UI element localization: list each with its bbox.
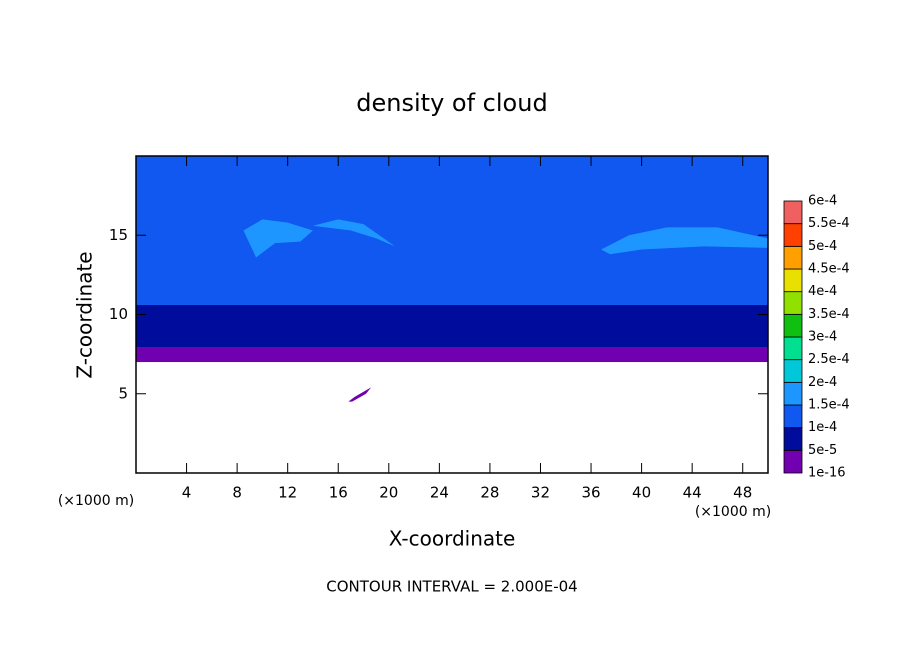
- colorbar-box: [783, 291, 803, 315]
- x-tick-label: 40: [632, 484, 651, 502]
- x-tick-label: 20: [379, 484, 398, 502]
- y-axis-title: Z-coordinate: [73, 251, 97, 378]
- y-unit: (×1000 m): [58, 493, 134, 509]
- colorbar-label: 1e-16: [808, 466, 846, 481]
- x-tick-label: 48: [733, 484, 752, 502]
- colorbar-box: [783, 313, 803, 338]
- contour-patch: [601, 227, 768, 255]
- contour-patch: [312, 219, 396, 247]
- y-tick-label: 15: [109, 226, 128, 244]
- colorbar-box: [783, 381, 803, 406]
- x-tick-label: 12: [278, 484, 297, 502]
- x-tick-label: 4: [182, 484, 192, 502]
- x-tick-label: 24: [430, 484, 449, 502]
- colorbar-label: 1.5e-4: [808, 398, 850, 413]
- x-tick-label: 16: [329, 484, 348, 502]
- contour-patch: [243, 219, 313, 258]
- x-tick-label: 8: [232, 484, 242, 502]
- colorbar-box: [783, 449, 803, 474]
- colorbar-box: [783, 404, 803, 429]
- colorbar-box: [783, 200, 803, 225]
- contour-band: [136, 347, 768, 363]
- colorbar-label: 4e-4: [808, 284, 837, 299]
- footer: CONTOUR INTERVAL = 2.000E-04: [326, 578, 577, 596]
- colorbar-label: 2e-4: [808, 375, 837, 390]
- contour-patch: [348, 381, 377, 402]
- colorbar-label: 3.5e-4: [808, 307, 850, 322]
- contour-band: [136, 304, 768, 348]
- colorbar-label: 6e-4: [808, 194, 837, 209]
- x-tick-label: 28: [480, 484, 499, 502]
- colorbar-box: [783, 336, 803, 361]
- colorbar-label: 2.5e-4: [808, 352, 850, 367]
- colorbar-label: 5e-4: [808, 239, 837, 254]
- x-tick-label: 32: [531, 484, 550, 502]
- colorbar-box: [783, 268, 803, 293]
- colorbar-label: 4.5e-4: [808, 262, 850, 277]
- colorbar-box: [783, 223, 803, 247]
- x-unit: (×1000 m): [695, 504, 771, 520]
- x-tick-label: 44: [683, 484, 702, 502]
- colorbar-label: 3e-4: [808, 330, 837, 345]
- y-tick-label: 10: [109, 305, 128, 323]
- colorbar-label: 5e-5: [808, 443, 837, 458]
- chart-title: density of cloud: [356, 89, 547, 117]
- x-tick-label: 36: [581, 484, 600, 502]
- colorbar-label: 1e-4: [808, 420, 837, 435]
- colorbar-box: [783, 359, 803, 383]
- y-tick-label: 5: [118, 384, 128, 402]
- colorbar-box: [783, 427, 803, 451]
- colorbar-label: 5.5e-4: [808, 216, 850, 231]
- x-axis-title: X-coordinate: [389, 527, 516, 551]
- colorbar-box: [783, 245, 803, 270]
